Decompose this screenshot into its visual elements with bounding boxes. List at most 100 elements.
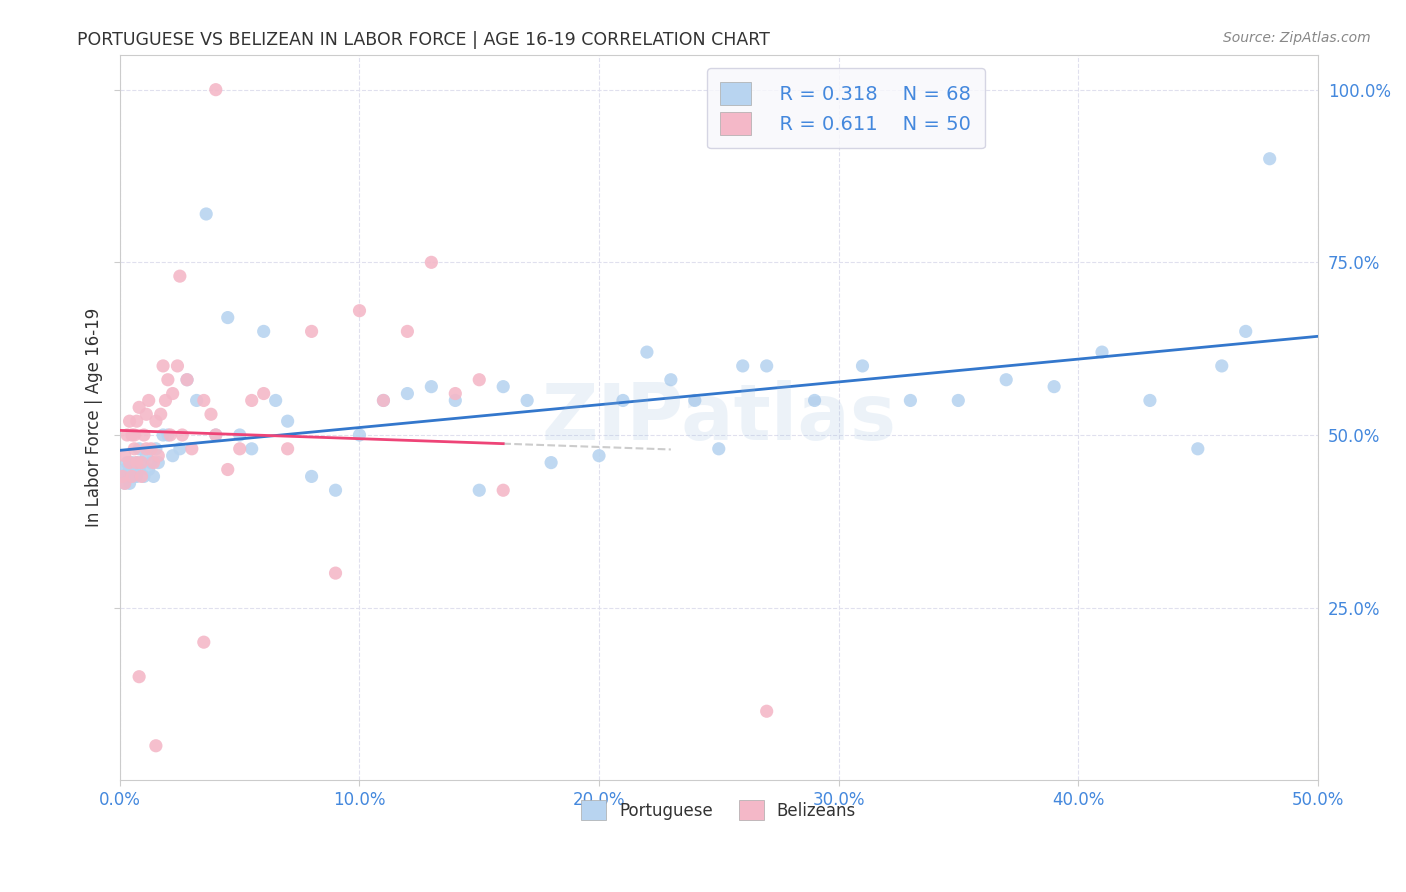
Point bbox=[156, 373, 179, 387]
Point bbox=[121, 428, 143, 442]
Point bbox=[142, 456, 165, 470]
Point bbox=[200, 407, 222, 421]
Point bbox=[145, 442, 167, 456]
Point bbox=[128, 442, 150, 456]
Point bbox=[444, 386, 467, 401]
Point bbox=[193, 393, 215, 408]
Point bbox=[139, 442, 162, 456]
Point bbox=[125, 456, 148, 470]
Point bbox=[1187, 442, 1209, 456]
Point bbox=[128, 462, 150, 476]
Point bbox=[166, 359, 188, 373]
Point bbox=[114, 476, 136, 491]
Point bbox=[420, 255, 443, 269]
Point bbox=[118, 456, 141, 470]
Point bbox=[114, 449, 136, 463]
Point bbox=[253, 386, 276, 401]
Point bbox=[612, 393, 634, 408]
Point bbox=[162, 449, 184, 463]
Point bbox=[169, 442, 191, 456]
Point bbox=[138, 393, 160, 408]
Point bbox=[124, 469, 146, 483]
Point bbox=[152, 428, 174, 442]
Point bbox=[128, 401, 150, 415]
Text: Source: ZipAtlas.com: Source: ZipAtlas.com bbox=[1223, 31, 1371, 45]
Point bbox=[396, 386, 419, 401]
Point bbox=[659, 373, 682, 387]
Point bbox=[277, 414, 299, 428]
Point bbox=[264, 393, 287, 408]
Point bbox=[118, 414, 141, 428]
Point bbox=[132, 428, 155, 442]
Point bbox=[707, 442, 730, 456]
Point bbox=[176, 373, 198, 387]
Point bbox=[145, 739, 167, 753]
Point bbox=[204, 83, 226, 97]
Point bbox=[145, 414, 167, 428]
Point bbox=[540, 456, 562, 470]
Point bbox=[135, 407, 157, 421]
Point bbox=[755, 359, 778, 373]
Point bbox=[115, 469, 138, 483]
Point bbox=[131, 469, 153, 483]
Point bbox=[186, 393, 208, 408]
Point bbox=[301, 325, 323, 339]
Point bbox=[121, 469, 143, 483]
Point bbox=[1258, 152, 1281, 166]
Point bbox=[1211, 359, 1233, 373]
Point bbox=[492, 379, 515, 393]
Point bbox=[124, 428, 146, 442]
Point bbox=[156, 428, 179, 442]
Point bbox=[132, 469, 155, 483]
Point bbox=[240, 393, 263, 408]
Point bbox=[125, 414, 148, 428]
Text: PORTUGUESE VS BELIZEAN IN LABOR FORCE | AGE 16-19 CORRELATION CHART: PORTUGUESE VS BELIZEAN IN LABOR FORCE | … bbox=[77, 31, 770, 49]
Point bbox=[115, 428, 138, 442]
Point bbox=[731, 359, 754, 373]
Point bbox=[172, 428, 194, 442]
Point bbox=[159, 428, 181, 442]
Point bbox=[118, 462, 141, 476]
Point bbox=[152, 359, 174, 373]
Point bbox=[277, 442, 299, 456]
Point bbox=[468, 483, 491, 498]
Point bbox=[124, 442, 146, 456]
Point bbox=[229, 428, 252, 442]
Point bbox=[124, 462, 146, 476]
Point bbox=[135, 442, 157, 456]
Text: ZIPatlas: ZIPatlas bbox=[541, 380, 896, 456]
Point bbox=[240, 442, 263, 456]
Point bbox=[114, 462, 136, 476]
Point bbox=[325, 483, 347, 498]
Point bbox=[139, 456, 162, 470]
Point bbox=[125, 456, 148, 470]
Point bbox=[588, 449, 610, 463]
Point bbox=[217, 310, 239, 325]
Point bbox=[169, 269, 191, 284]
Point bbox=[396, 325, 419, 339]
Point bbox=[176, 373, 198, 387]
Point bbox=[195, 207, 218, 221]
Point bbox=[420, 379, 443, 393]
Point bbox=[111, 469, 134, 483]
Point bbox=[149, 407, 172, 421]
Point bbox=[135, 449, 157, 463]
Point bbox=[948, 393, 970, 408]
Point bbox=[121, 456, 143, 470]
Point bbox=[253, 325, 276, 339]
Point bbox=[128, 670, 150, 684]
Point bbox=[1043, 379, 1066, 393]
Point bbox=[180, 442, 202, 456]
Legend: Portuguese, Belizeans: Portuguese, Belizeans bbox=[575, 794, 863, 826]
Point bbox=[1234, 325, 1257, 339]
Point bbox=[373, 393, 395, 408]
Point bbox=[155, 393, 177, 408]
Point bbox=[162, 386, 184, 401]
Point bbox=[148, 456, 170, 470]
Point bbox=[468, 373, 491, 387]
Point bbox=[301, 469, 323, 483]
Point bbox=[138, 462, 160, 476]
Point bbox=[204, 428, 226, 442]
Point bbox=[349, 303, 371, 318]
Point bbox=[1139, 393, 1161, 408]
